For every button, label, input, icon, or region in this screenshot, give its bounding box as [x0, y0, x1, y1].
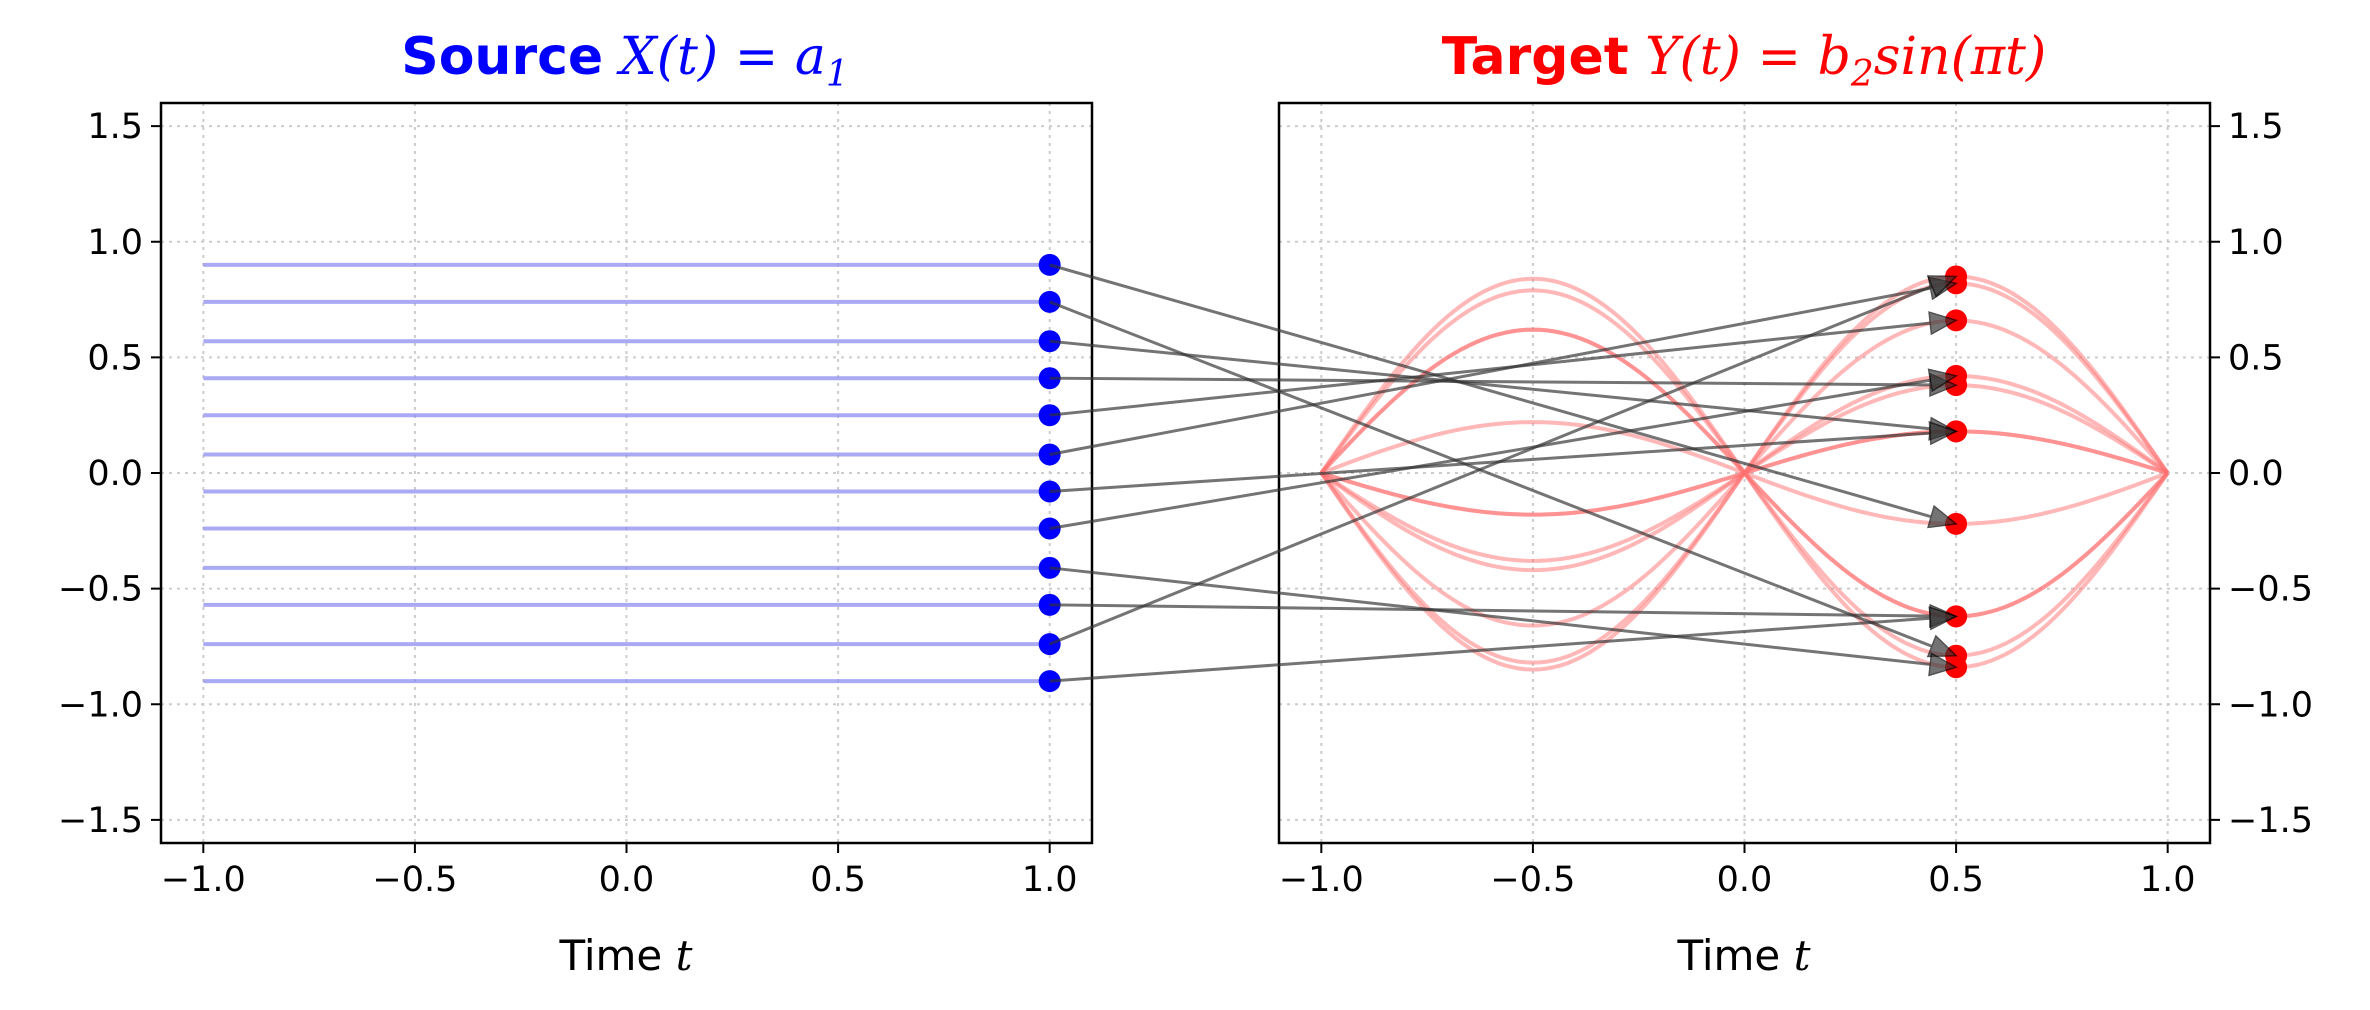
- source-panel: Source X(t) = a1 −1.0 −0.5 0.0 0.5 1.0−1.5−1…: [58, 27, 1094, 980]
- mapping-arrow-head: [1928, 652, 1959, 677]
- y-tick-label: 0.0: [2228, 454, 2284, 494]
- target-title-math: Y(t) = b: [1645, 27, 1851, 87]
- source-ticks: −1.0 −0.5 0.0 0.5 1.0 −1.5 −1.0 −0.5 0.0 0.5 1.0 1.…: [58, 107, 1078, 900]
- x-tick-label: 0.5: [1928, 860, 1984, 900]
- y-tick-label: −1.0: [2228, 685, 2313, 725]
- source-title-sub: 1: [826, 54, 849, 95]
- mapping-arrow: [1049, 300, 1958, 658]
- mapping-arrow: [1049, 275, 1958, 646]
- y-tick-label: −0.5: [58, 570, 143, 610]
- target-title-sub: 2: [1850, 54, 1874, 95]
- mapping-arrow-shaft: [1049, 616, 1931, 683]
- target-panel: Target Y(t) = b2sin(πt) −1.0 −0.5 0.0 0.5 1.…: [1277, 27, 2313, 980]
- mapping-arrow-shaft: [1049, 263, 1932, 519]
- mapping-arrow-head: [1926, 275, 1958, 298]
- x-tick-label: −0.5: [372, 860, 457, 900]
- target-ticks: −1.0 −0.5 0.0 0.5 1.0 −1.5 −1.0 −0.5 0.0 0.5 1.0 1.…: [1279, 107, 2313, 900]
- mapping-arrow-shaft: [1049, 431, 1931, 493]
- target-series-line: [1319, 327, 2170, 619]
- x-tick-label: 1.0: [1022, 860, 1078, 900]
- mapping-arrow-head: [1926, 634, 1958, 658]
- mapping-arrow-shaft: [1049, 376, 1931, 387]
- x-tick-label: 0.0: [599, 860, 655, 900]
- mapping-arrow-shaft: [1049, 603, 1931, 618]
- target-title-bold: Target: [1442, 27, 1629, 87]
- source-title-bold: Source: [401, 27, 603, 87]
- y-tick-label: 0.5: [2228, 338, 2284, 378]
- mapping-arrow-head: [1928, 421, 1959, 446]
- x-tick-label: −0.5: [1490, 860, 1575, 900]
- x-tick-label: 1.0: [2140, 860, 2196, 900]
- target-series: [1319, 265, 2170, 679]
- mapping-arrow-shaft: [1049, 339, 1931, 431]
- source-xlabel-text: Time: [558, 931, 675, 980]
- target-xlabel: Time t: [1676, 931, 1810, 980]
- mapping-arrow-head: [1927, 368, 1958, 393]
- mapping-arrow: [1049, 311, 1959, 417]
- y-tick-label: −1.0: [58, 685, 143, 725]
- y-tick-label: −1.5: [58, 801, 143, 841]
- y-tick-label: −1.5: [2228, 801, 2313, 841]
- mapping-arrow: [1049, 263, 1958, 529]
- y-tick-label: 1.0: [87, 223, 143, 263]
- mapping-arrow-shaft: [1049, 284, 1933, 646]
- target-xlabel-text: Time: [1676, 931, 1793, 980]
- y-tick-label: 0.5: [87, 338, 143, 378]
- y-tick-label: 1.5: [2228, 107, 2284, 147]
- mapping-arrows: [1049, 263, 1959, 683]
- mapping-arrow-head: [1928, 606, 1959, 631]
- source-xlabel-math: t: [676, 931, 693, 980]
- y-tick-label: −0.5: [2228, 570, 2313, 610]
- x-tick-label: 0.0: [1717, 860, 1773, 900]
- target-title: Target Y(t) = b2sin(πt): [1442, 27, 2046, 95]
- mapping-arrow-head: [1927, 504, 1958, 529]
- mapping-arrow-head: [1928, 311, 1959, 336]
- mapping-arrow: [1049, 606, 1959, 683]
- mapping-arrow-shaft: [1049, 321, 1931, 417]
- source-xlabel: Time t: [558, 931, 692, 980]
- mapping-arrow-shaft: [1049, 286, 1931, 456]
- mapping-arrow-shaft: [1049, 378, 1931, 530]
- x-tick-label: −1.0: [161, 860, 246, 900]
- mapping-arrow-shaft: [1049, 300, 1933, 648]
- y-tick-label: 1.0: [2228, 223, 2284, 263]
- source-title: Source X(t) = a1: [401, 27, 849, 95]
- source-title-math: X(t) = a: [616, 27, 826, 87]
- y-tick-label: 1.5: [87, 107, 143, 147]
- mapping-arrow: [1049, 421, 1959, 493]
- target-xlabel-math: t: [1794, 931, 1811, 980]
- x-tick-label: 0.5: [810, 860, 866, 900]
- target-title-tail: sin(πt): [1874, 27, 2046, 87]
- x-tick-label: −1.0: [1279, 860, 1364, 900]
- mapping-arrow: [1049, 368, 1958, 530]
- y-tick-label: 0.0: [87, 454, 143, 494]
- source-gridlines: [161, 103, 1092, 843]
